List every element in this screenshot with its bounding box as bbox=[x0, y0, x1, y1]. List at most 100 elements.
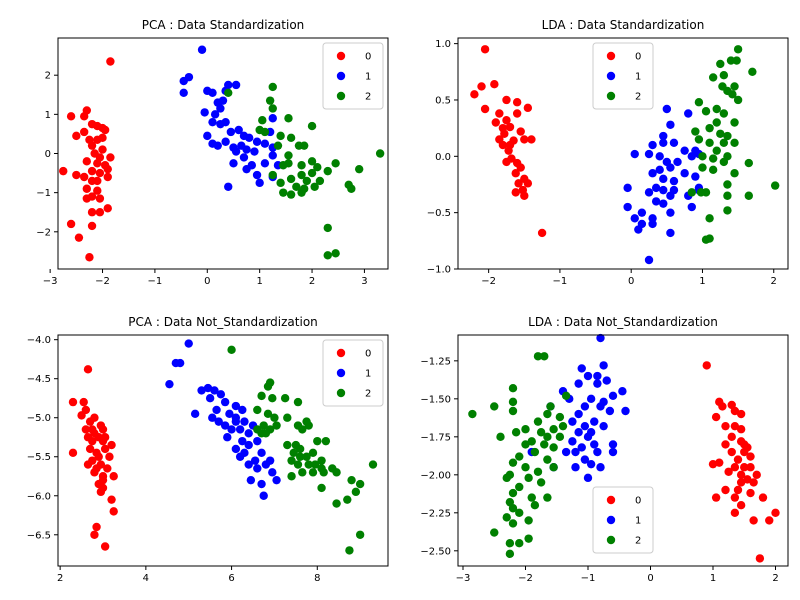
data-point bbox=[347, 475, 356, 485]
data-point bbox=[107, 495, 116, 504]
data-point bbox=[644, 188, 654, 197]
data-point bbox=[502, 157, 511, 167]
data-point bbox=[702, 361, 711, 370]
data-point bbox=[680, 169, 689, 178]
data-point bbox=[736, 501, 746, 510]
data-point bbox=[297, 161, 306, 170]
data-point bbox=[477, 82, 486, 91]
data-point bbox=[283, 413, 292, 422]
data-point bbox=[680, 146, 689, 155]
data-point bbox=[508, 504, 518, 513]
data-point bbox=[231, 417, 241, 426]
data-point bbox=[490, 80, 499, 89]
data-point bbox=[213, 141, 222, 150]
data-point bbox=[502, 513, 511, 522]
data-point bbox=[83, 365, 93, 374]
data-point bbox=[558, 421, 568, 431]
x-tick-label: 3 bbox=[361, 276, 367, 287]
x-tick-label: −1 bbox=[553, 276, 568, 287]
data-point bbox=[244, 460, 253, 469]
data-point bbox=[244, 133, 254, 143]
data-point bbox=[273, 141, 283, 150]
data-point bbox=[730, 493, 740, 502]
data-point bbox=[234, 125, 243, 135]
subplot-1: LDA : Data Standardization −2 −1 0 1 2 −1.0 −0.… bbox=[427, 18, 789, 287]
data-point bbox=[723, 131, 732, 141]
data-point bbox=[708, 165, 718, 175]
legend-label: 0 bbox=[635, 52, 641, 63]
data-point bbox=[719, 138, 729, 147]
subplot-0: PCA : Data Standardization −3 −2 −1 0 1 2 3 −2 −1… bbox=[36, 18, 389, 287]
data-point bbox=[730, 82, 739, 91]
data-point bbox=[310, 182, 319, 191]
data-point bbox=[286, 174, 296, 184]
data-point bbox=[272, 421, 281, 430]
data-point bbox=[244, 429, 253, 438]
data-point bbox=[310, 460, 320, 469]
series-0 bbox=[59, 57, 115, 262]
series-0 bbox=[702, 361, 780, 563]
data-point bbox=[343, 495, 352, 504]
data-point bbox=[253, 464, 262, 473]
data-point bbox=[68, 397, 78, 407]
y-tick-label: −1.75 bbox=[420, 432, 451, 443]
y-tick-label: 2 bbox=[45, 71, 51, 82]
data-point bbox=[712, 146, 721, 155]
y-tick-label: 0.5 bbox=[435, 95, 451, 106]
data-point bbox=[669, 138, 679, 147]
data-point bbox=[746, 452, 755, 461]
data-point bbox=[514, 179, 523, 188]
legend: 0 1 2 bbox=[322, 339, 384, 407]
data-point bbox=[708, 73, 718, 82]
data-point bbox=[235, 452, 245, 461]
chart-title: LDA : Data Not_Standardization bbox=[528, 315, 718, 329]
legend: 0 1 2 bbox=[592, 486, 654, 554]
data-point bbox=[516, 163, 525, 172]
data-point bbox=[94, 452, 103, 461]
data-point bbox=[498, 140, 508, 150]
data-point bbox=[659, 174, 668, 184]
data-point bbox=[208, 117, 217, 127]
data-point bbox=[347, 184, 356, 193]
y-tick-label: −1.0 bbox=[427, 265, 451, 276]
data-point bbox=[502, 95, 511, 105]
data-point bbox=[74, 233, 84, 242]
data-point bbox=[708, 154, 718, 163]
data-point bbox=[298, 468, 307, 477]
data-point bbox=[90, 530, 99, 539]
data-point bbox=[354, 164, 364, 174]
data-point bbox=[712, 118, 721, 127]
data-point bbox=[208, 413, 217, 422]
data-point bbox=[302, 176, 312, 186]
data-point bbox=[317, 456, 326, 465]
data-point bbox=[98, 475, 108, 485]
data-point bbox=[313, 436, 322, 446]
data-point bbox=[583, 473, 593, 483]
data-point bbox=[179, 88, 188, 98]
data-point bbox=[571, 463, 580, 472]
data-point bbox=[470, 90, 479, 99]
x-tick-label: −3 bbox=[456, 573, 471, 584]
data-point bbox=[77, 411, 86, 420]
legend-box bbox=[592, 42, 654, 110]
data-point bbox=[252, 137, 262, 146]
data-point bbox=[736, 409, 746, 419]
data-point bbox=[723, 206, 732, 215]
data-point bbox=[648, 140, 657, 150]
data-point bbox=[315, 176, 325, 186]
data-point bbox=[752, 470, 761, 480]
data-point bbox=[502, 473, 511, 483]
data-point bbox=[721, 421, 730, 431]
x-tick-label: −1 bbox=[581, 573, 596, 584]
data-point bbox=[92, 522, 101, 532]
data-point bbox=[268, 114, 277, 123]
x-tick-label: 1 bbox=[699, 276, 705, 287]
data-point bbox=[634, 225, 643, 234]
data-point bbox=[210, 110, 220, 119]
data-point bbox=[293, 397, 303, 407]
series-1 bbox=[165, 339, 281, 500]
data-point bbox=[100, 542, 110, 551]
data-point bbox=[523, 179, 533, 188]
data-point bbox=[602, 376, 611, 385]
data-point bbox=[770, 181, 780, 190]
